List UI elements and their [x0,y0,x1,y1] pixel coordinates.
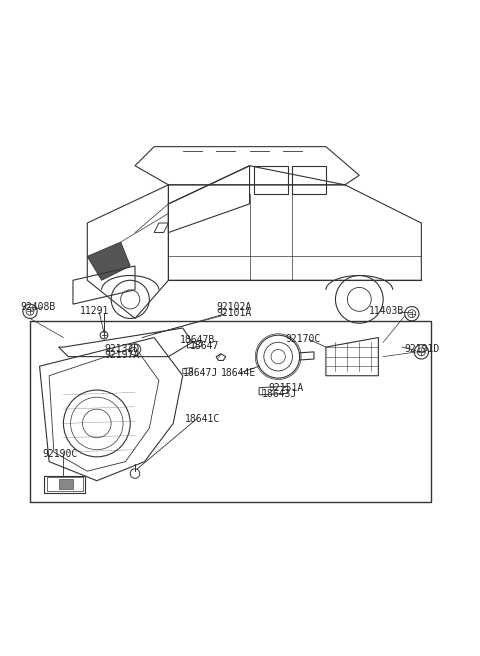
Polygon shape [87,242,130,280]
Text: 92408B: 92408B [21,302,56,312]
Polygon shape [59,480,73,489]
Text: 11291: 11291 [80,306,109,316]
Text: 18647: 18647 [190,340,219,351]
Text: 11403B: 11403B [369,306,404,316]
Text: 18641C: 18641C [185,414,220,424]
Text: 92191D: 92191D [405,344,440,354]
Text: 18647J: 18647J [183,368,218,379]
Text: 18643J: 18643J [262,389,297,399]
Text: 92101A: 92101A [216,308,252,318]
Text: 92190C: 92190C [42,449,77,459]
Text: 18644E: 18644E [221,368,256,379]
Text: 92132D: 92132D [104,344,139,354]
Text: 18647B: 18647B [180,335,216,345]
Text: 92197A: 92197A [104,350,139,360]
Text: 92151A: 92151A [269,382,304,393]
Text: 92170C: 92170C [285,335,321,344]
Text: 92102A: 92102A [216,302,252,312]
